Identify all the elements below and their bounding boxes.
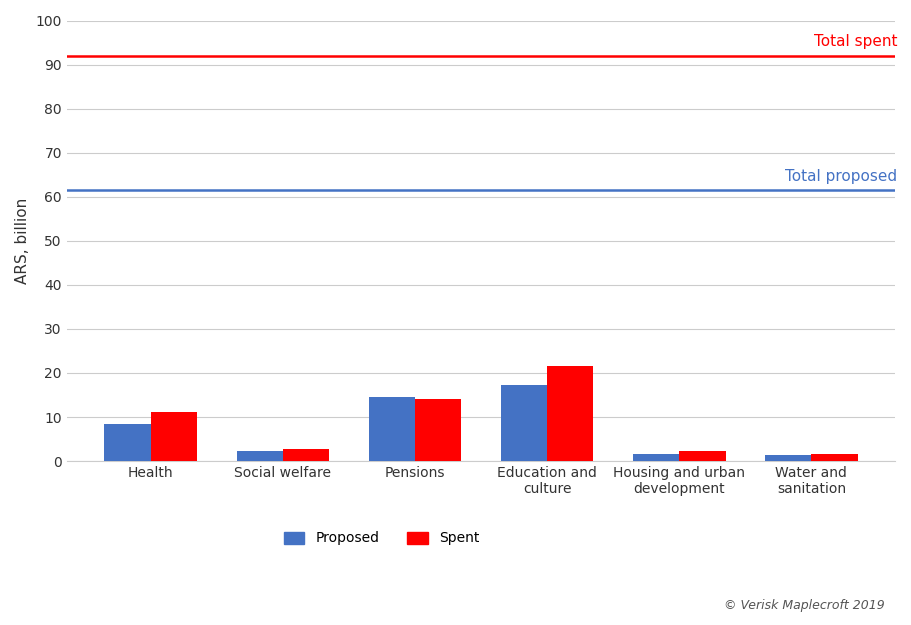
- Text: Total spent: Total spent: [813, 34, 896, 49]
- Bar: [547, 366, 593, 461]
- Bar: [150, 412, 197, 461]
- Bar: [415, 399, 461, 461]
- Bar: [105, 424, 150, 461]
- Text: © Verisk Maplecroft 2019: © Verisk Maplecroft 2019: [723, 599, 884, 612]
- Bar: [632, 454, 679, 461]
- Bar: [236, 451, 282, 461]
- Legend: Proposed, Spent: Proposed, Spent: [278, 526, 485, 551]
- Text: Total proposed: Total proposed: [784, 169, 896, 184]
- Bar: [500, 385, 547, 461]
- Bar: [282, 449, 329, 461]
- Bar: [764, 456, 811, 461]
- Bar: [811, 454, 856, 461]
- Bar: [368, 397, 415, 461]
- Bar: [679, 451, 725, 461]
- Y-axis label: ARS, billion: ARS, billion: [15, 198, 30, 284]
